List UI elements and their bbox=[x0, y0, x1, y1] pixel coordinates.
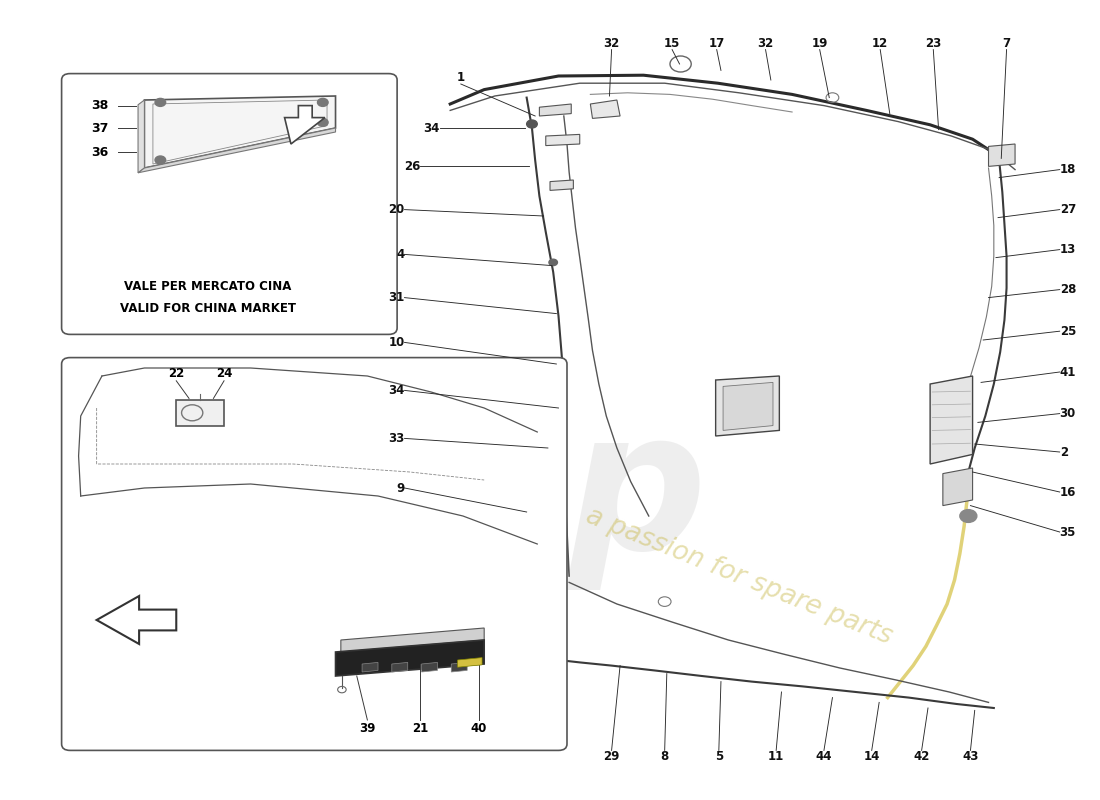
Circle shape bbox=[155, 98, 166, 106]
Circle shape bbox=[549, 259, 558, 266]
Polygon shape bbox=[341, 628, 484, 652]
Text: 39: 39 bbox=[360, 722, 375, 734]
Text: 25: 25 bbox=[1059, 325, 1076, 338]
Polygon shape bbox=[176, 400, 224, 426]
Text: 24: 24 bbox=[216, 367, 232, 380]
Text: 4: 4 bbox=[396, 248, 405, 261]
Text: 10: 10 bbox=[388, 336, 405, 349]
Text: 32: 32 bbox=[604, 37, 619, 50]
Text: 21: 21 bbox=[412, 722, 429, 734]
Polygon shape bbox=[716, 376, 779, 436]
Text: a passion for spare parts: a passion for spare parts bbox=[582, 502, 896, 650]
Polygon shape bbox=[931, 376, 972, 464]
Polygon shape bbox=[97, 596, 176, 644]
Text: 5: 5 bbox=[715, 750, 723, 763]
Text: 27: 27 bbox=[1059, 203, 1076, 216]
Text: 36: 36 bbox=[91, 146, 109, 158]
Text: 29: 29 bbox=[604, 750, 619, 763]
Text: europ: europ bbox=[69, 402, 708, 590]
Polygon shape bbox=[451, 662, 468, 672]
Text: 32: 32 bbox=[758, 37, 773, 50]
Polygon shape bbox=[285, 106, 324, 144]
Text: 30: 30 bbox=[1059, 407, 1076, 420]
Text: 17: 17 bbox=[708, 37, 725, 50]
Text: 9: 9 bbox=[396, 482, 405, 494]
Text: 1: 1 bbox=[456, 71, 465, 84]
Text: 44: 44 bbox=[816, 750, 833, 763]
Text: 41: 41 bbox=[1059, 366, 1076, 378]
Polygon shape bbox=[550, 180, 573, 190]
Text: 23: 23 bbox=[925, 37, 942, 50]
Text: 14: 14 bbox=[864, 750, 880, 763]
Text: 15: 15 bbox=[664, 37, 680, 50]
Text: 22: 22 bbox=[168, 367, 185, 380]
Text: 31: 31 bbox=[388, 291, 405, 304]
Circle shape bbox=[960, 510, 977, 522]
Polygon shape bbox=[144, 96, 336, 168]
Polygon shape bbox=[336, 640, 484, 676]
Polygon shape bbox=[458, 658, 482, 667]
Circle shape bbox=[527, 120, 537, 128]
Text: 37: 37 bbox=[91, 122, 109, 134]
Polygon shape bbox=[138, 128, 336, 173]
Polygon shape bbox=[421, 662, 438, 672]
Polygon shape bbox=[392, 662, 408, 672]
Text: 8: 8 bbox=[661, 750, 669, 763]
Circle shape bbox=[318, 118, 328, 126]
Text: 20: 20 bbox=[388, 203, 405, 216]
Text: 7: 7 bbox=[1002, 37, 1011, 50]
Polygon shape bbox=[138, 100, 144, 173]
Text: 18: 18 bbox=[1059, 163, 1076, 176]
Text: 40: 40 bbox=[471, 722, 487, 734]
Text: 11: 11 bbox=[768, 750, 784, 763]
FancyBboxPatch shape bbox=[62, 358, 566, 750]
Polygon shape bbox=[362, 662, 378, 672]
Text: 26: 26 bbox=[404, 160, 420, 173]
Polygon shape bbox=[989, 144, 1015, 166]
Text: 35: 35 bbox=[1059, 526, 1076, 538]
Text: 12: 12 bbox=[872, 37, 889, 50]
Circle shape bbox=[155, 156, 166, 164]
Text: 2: 2 bbox=[1059, 446, 1068, 458]
Text: 19: 19 bbox=[812, 37, 828, 50]
Text: 28: 28 bbox=[1059, 283, 1076, 296]
Text: 43: 43 bbox=[962, 750, 979, 763]
FancyBboxPatch shape bbox=[62, 74, 397, 334]
Polygon shape bbox=[943, 468, 972, 506]
Text: 34: 34 bbox=[388, 384, 405, 397]
Polygon shape bbox=[723, 382, 773, 430]
Polygon shape bbox=[591, 100, 620, 118]
Text: 42: 42 bbox=[913, 750, 930, 763]
Text: 16: 16 bbox=[1059, 486, 1076, 498]
Text: VALE PER MERCATO CINA: VALE PER MERCATO CINA bbox=[124, 280, 292, 293]
Text: 33: 33 bbox=[388, 432, 405, 445]
Text: 34: 34 bbox=[424, 122, 440, 134]
Text: 38: 38 bbox=[91, 99, 109, 112]
Text: VALID FOR CHINA MARKET: VALID FOR CHINA MARKET bbox=[120, 302, 296, 314]
Polygon shape bbox=[546, 134, 580, 146]
Circle shape bbox=[318, 98, 328, 106]
Text: 13: 13 bbox=[1059, 243, 1076, 256]
Polygon shape bbox=[539, 104, 571, 116]
